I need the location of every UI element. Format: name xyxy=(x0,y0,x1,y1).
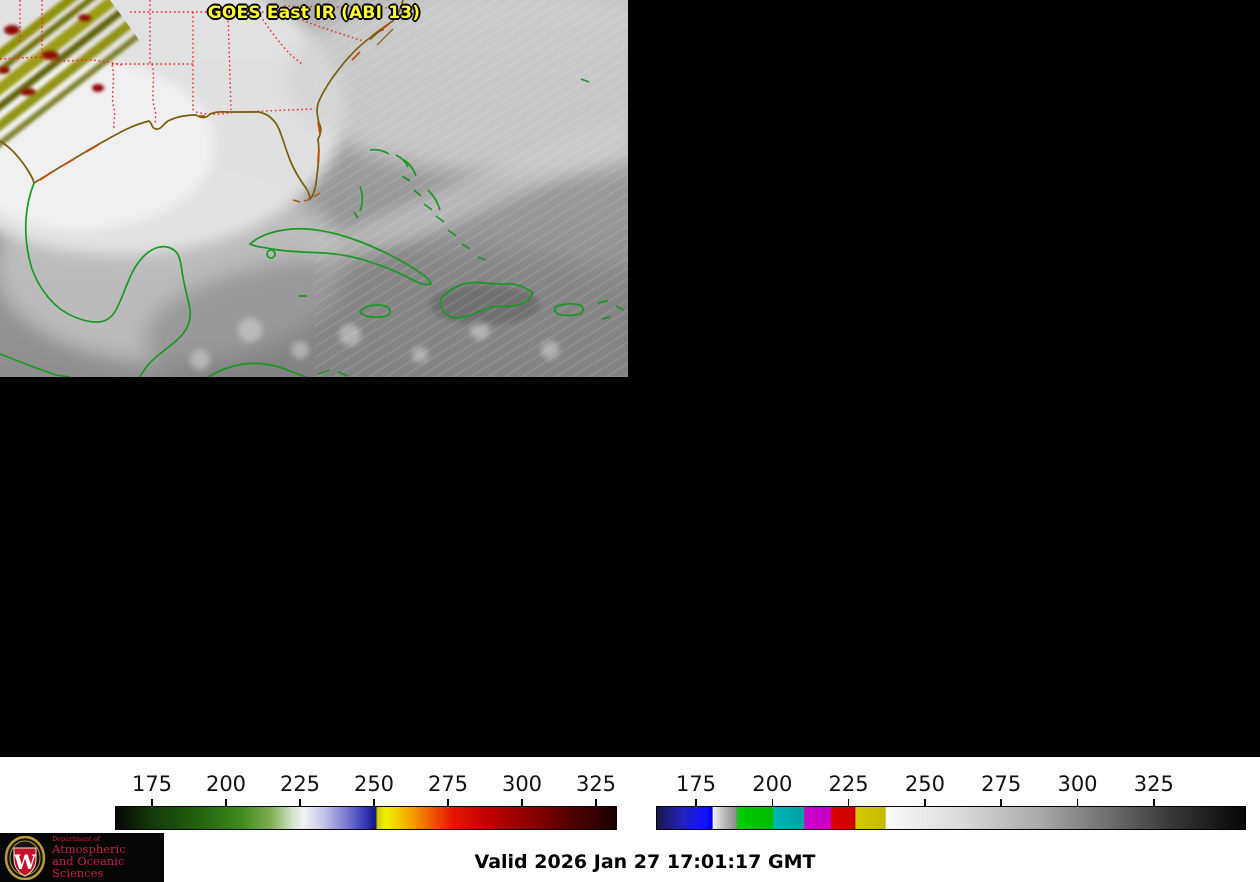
cbar-tick-mark xyxy=(225,799,227,806)
cbar-tick-label: 300 xyxy=(1057,772,1098,796)
cbar-tick-mark xyxy=(1076,799,1079,806)
panel-grid: GOES East Upper-Level WV (ABI 8) xyxy=(0,0,1260,757)
cbar-tick-label: 275 xyxy=(427,772,469,796)
cbar-tick-label: 275 xyxy=(981,772,1022,796)
ir-image xyxy=(0,0,628,377)
cbar-tick-label: 200 xyxy=(752,772,793,796)
cbar-tick-mark xyxy=(595,799,597,806)
cbar-tick-mark xyxy=(847,799,850,806)
cbar-tick-mark xyxy=(1153,799,1155,806)
cbar-tick-mark xyxy=(924,799,926,806)
logo-text: Department of Atmospheric and Oceanic Sc… xyxy=(52,836,164,879)
logo-line3: and Oceanic Sciences xyxy=(52,853,125,880)
valid-time-label: Valid 2026 Jan 27 17:01:17 GMT xyxy=(474,851,816,873)
panel-title-abi13: GOES East IR (ABI 13) xyxy=(207,3,421,23)
cbar-tick-label: 175 xyxy=(131,772,173,796)
colorbar-wv: 175 200 225 250 275 300 325 xyxy=(115,772,617,834)
logo-dept-line: Department of xyxy=(52,835,101,843)
cbar-tick-mark xyxy=(1000,799,1002,806)
cbar-tick-label: 325 xyxy=(1133,772,1174,796)
colorbar-ir: 175 200 225 250 275 300 325 xyxy=(656,772,1246,834)
crest-letter: W xyxy=(13,850,37,874)
colorbar-wv-gradient xyxy=(115,806,617,830)
logo-line2: Atmospheric xyxy=(52,841,126,856)
cbar-tick-mark xyxy=(695,799,697,806)
uw-crest-icon: W xyxy=(4,835,46,880)
cold-cloud-top-patch xyxy=(0,0,150,160)
panel-ir: GOES East IR (ABI 13) xyxy=(0,0,628,377)
cbar-tick-label: 250 xyxy=(353,772,395,796)
cbar-tick-mark xyxy=(299,799,301,806)
uw-aos-logo: W Department of Atmospheric and Oceanic … xyxy=(0,833,164,882)
cbar-tick-label: 325 xyxy=(575,772,617,796)
colorbar-ir-gradient xyxy=(656,806,1246,830)
cbar-tick-label: 225 xyxy=(828,772,869,796)
cbar-tick-mark xyxy=(373,799,375,806)
cbar-tick-label: 225 xyxy=(279,772,321,796)
cbar-tick-mark xyxy=(771,799,774,806)
cbar-tick-mark xyxy=(151,799,153,806)
cbar-tick-mark xyxy=(521,799,523,806)
cbar-tick-mark xyxy=(447,799,449,806)
cbar-tick-label: 175 xyxy=(675,772,717,796)
cbar-tick-label: 300 xyxy=(501,772,543,796)
cbar-tick-label: 250 xyxy=(904,772,945,796)
cbar-tick-label: 200 xyxy=(205,772,247,796)
